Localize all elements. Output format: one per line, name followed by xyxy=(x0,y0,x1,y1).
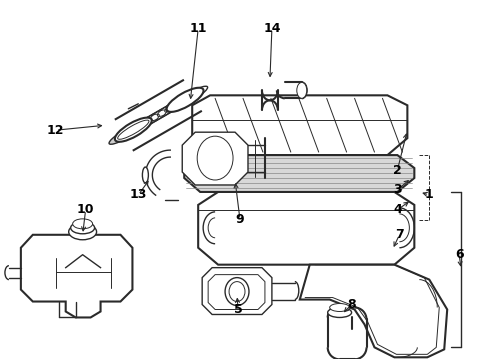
Text: 13: 13 xyxy=(130,188,147,202)
Polygon shape xyxy=(300,265,447,357)
Polygon shape xyxy=(192,95,407,155)
Polygon shape xyxy=(202,268,272,315)
Text: 12: 12 xyxy=(47,124,65,137)
Text: 10: 10 xyxy=(77,203,95,216)
Ellipse shape xyxy=(69,224,97,240)
Polygon shape xyxy=(21,235,132,318)
Ellipse shape xyxy=(328,307,352,318)
Text: 6: 6 xyxy=(455,248,464,261)
Text: 3: 3 xyxy=(393,184,402,197)
Ellipse shape xyxy=(143,167,148,183)
Ellipse shape xyxy=(71,222,95,234)
Ellipse shape xyxy=(109,125,140,144)
Ellipse shape xyxy=(115,118,152,142)
Ellipse shape xyxy=(73,219,93,229)
Ellipse shape xyxy=(225,278,249,306)
Text: 14: 14 xyxy=(263,22,281,35)
Ellipse shape xyxy=(176,86,208,105)
Polygon shape xyxy=(184,155,415,192)
Polygon shape xyxy=(198,192,415,265)
Text: 9: 9 xyxy=(236,213,245,226)
Ellipse shape xyxy=(197,136,233,180)
Text: 2: 2 xyxy=(393,163,402,176)
Polygon shape xyxy=(182,132,248,185)
Ellipse shape xyxy=(118,120,149,139)
Ellipse shape xyxy=(167,88,203,112)
Text: 1: 1 xyxy=(425,188,434,202)
Ellipse shape xyxy=(229,282,245,302)
Text: 8: 8 xyxy=(347,298,356,311)
Text: 11: 11 xyxy=(190,22,207,35)
Ellipse shape xyxy=(330,303,349,311)
Text: 7: 7 xyxy=(395,228,404,241)
Ellipse shape xyxy=(297,82,307,98)
Text: 5: 5 xyxy=(234,303,243,316)
Text: 4: 4 xyxy=(393,203,402,216)
